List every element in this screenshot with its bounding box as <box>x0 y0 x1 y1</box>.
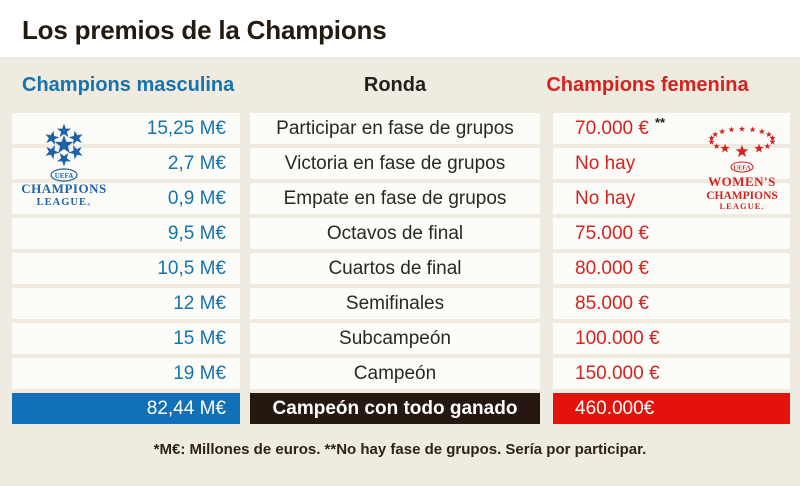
prize-femenina-cell: 150.000 € <box>553 358 790 389</box>
table-row: 9,5 M€ Octavos de final 75.000 € <box>12 218 790 249</box>
prize-femenina-cell: No hay <box>553 183 790 214</box>
column-header-ronda: Ronda <box>363 74 427 96</box>
uefa-womens-champions-league-logo: UEFA WOMEN'S CHAMPIONS LEAGUE. <box>694 123 790 220</box>
prize-masculina-cell: 9,5 M€ <box>12 218 240 249</box>
round-cell: Semifinales <box>250 288 540 319</box>
uefa-wordmark: UEFA <box>733 165 751 172</box>
prize-femenina-cell: 80.000 € <box>553 253 790 284</box>
footnote: *M€: Millones de euros. **No hay fase de… <box>153 441 647 458</box>
prize-femenina-value: No hay <box>575 152 636 174</box>
prize-femenina-cell: 85.000 € <box>553 288 790 319</box>
table-row: 15,25 M€ Participar en fase de grupos 70… <box>12 113 790 144</box>
prize-femenina-cell: 75.000 € <box>553 218 790 249</box>
prize-masculina-cell: 10,5 M€ <box>12 253 240 284</box>
prize-femenina-value: 100.000 € <box>575 327 660 349</box>
prize-masculina-cell: 12 M€ <box>12 288 240 319</box>
prize-femenina-value: 150.000 € <box>575 362 660 384</box>
prize-masculina-cell: 15 M€ <box>12 323 240 354</box>
uefa-champions-league-logo: UEFA CHAMPIONS LEAGUE® <box>10 115 118 216</box>
prize-femenina-value: 80.000 € <box>575 257 649 279</box>
svg-text:LEAGUE®: LEAGUE® <box>37 197 92 208</box>
prize-femenina-cell: 100.000 € <box>553 323 790 354</box>
uefa-star-wreath-icon: UEFA WOMEN'S CHAMPIONS LEAGUE. <box>706 125 778 211</box>
column-header-masculina: Champions masculina <box>22 74 235 96</box>
table-row: 15 M€ Subcampeón 100.000 € <box>12 323 790 354</box>
table-row: 19 M€ Campeón 150.000 € <box>12 358 790 389</box>
column-header-femenina: Champions femenina <box>546 74 749 96</box>
uefa-wordmark: UEFA <box>55 172 74 180</box>
uefa-starball-icon: UEFA CHAMPIONS LEAGUE® <box>21 123 106 208</box>
table-row: 10,5 M€ Cuartos de final 80.000 € <box>12 253 790 284</box>
table-row-total: 82,44 M€ Campeón con todo ganado 460.000… <box>12 393 790 424</box>
table-row: 12 M€ Semifinales 85.000 € <box>12 288 790 319</box>
round-cell: Victoria en fase de grupos <box>250 148 540 179</box>
footnote-marker: ** <box>654 115 666 130</box>
round-total-cell: Campeón con todo ganado <box>250 393 540 424</box>
prize-table: 15,25 M€ Participar en fase de grupos 70… <box>12 113 790 428</box>
champions-wordmark: CHAMPIONS <box>706 190 778 202</box>
prize-masculina-cell: 19 M€ <box>12 358 240 389</box>
prize-femenina-value: 70.000 € <box>575 117 649 139</box>
prize-masculina-cell: 0,9 M€ <box>12 183 240 214</box>
league-wordmark: LEAGUE. <box>719 201 764 211</box>
champions-wordmark: CHAMPIONS <box>21 181 106 196</box>
round-cell: Empate en fase de grupos <box>250 183 540 214</box>
prize-masculina-total-cell: 82,44 M€ <box>12 393 240 424</box>
round-cell: Participar en fase de grupos <box>250 113 540 144</box>
round-cell: Cuartos de final <box>250 253 540 284</box>
prize-femenina-value: No hay <box>575 187 636 209</box>
round-cell: Subcampeón <box>250 323 540 354</box>
prize-femenina-total-cell: 460.000€ <box>553 393 790 424</box>
prize-femenina-value: 460.000€ <box>575 397 655 419</box>
round-cell: Octavos de final <box>250 218 540 249</box>
table-row: 2,7 M€ Victoria en fase de grupos No hay <box>12 148 790 179</box>
infographic-panel: Champions masculina Ronda Champions feme… <box>0 57 800 486</box>
page-title: Los premios de la Champions <box>22 15 387 45</box>
round-cell: Campeón <box>250 358 540 389</box>
womens-wordmark: WOMEN'S <box>708 174 776 189</box>
prize-femenina-value: 85.000 € <box>575 292 649 314</box>
prize-femenina-value: 75.000 € <box>575 222 649 244</box>
table-row: 0,9 M€ Empate en fase de grupos No hay <box>12 183 790 214</box>
prize-femenina-cell: 70.000 € ** <box>553 113 790 144</box>
